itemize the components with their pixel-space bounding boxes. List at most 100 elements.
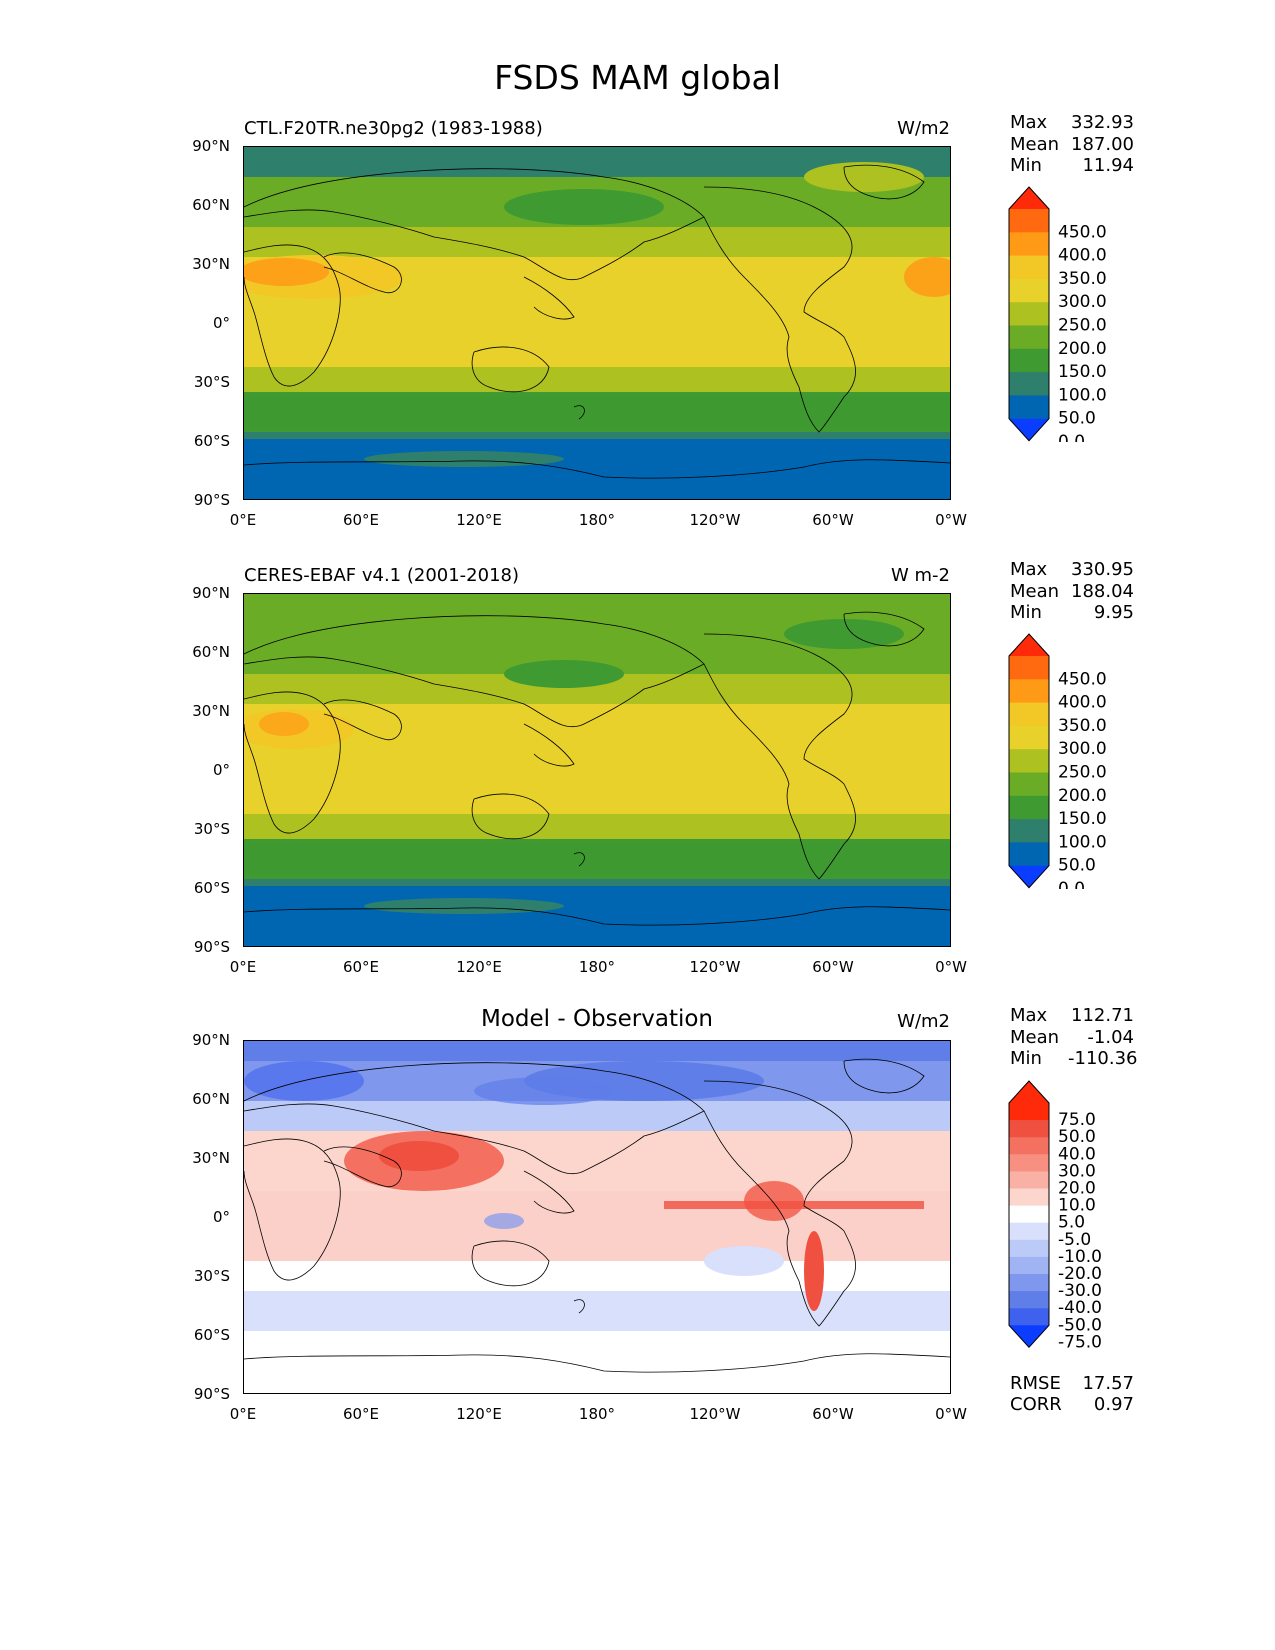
xtick-label: 120°E — [456, 511, 502, 529]
colorbar-tick-label: 50.0 — [1058, 1127, 1096, 1147]
colorbar-tick-label: -5.0 — [1058, 1230, 1091, 1250]
ytick-label: 30°N — [192, 255, 230, 273]
colorbar-tick-label: 0.0 — [1058, 879, 1085, 889]
stat-min-label: Min — [1010, 1048, 1042, 1069]
xtick-label: 0°W — [935, 1405, 967, 1423]
colorbar-tick-label: 250.0 — [1058, 316, 1107, 336]
xtick-label: 60°E — [342, 958, 380, 976]
ytick-label: 90°N — [192, 137, 230, 155]
stat-max-label: Max — [1010, 559, 1048, 580]
colorbar-svg: 75.050.040.030.020.010.05.0-5.0-10.0-20.… — [1008, 1080, 1102, 1352]
stat-mean-value: -1.04 — [1087, 1026, 1134, 1048]
colorbar-band — [1009, 679, 1049, 704]
ytick-label: 30°N — [192, 1149, 230, 1167]
xtick-label: 120°W — [689, 511, 741, 529]
colorbar-tick-label: 50.0 — [1058, 409, 1096, 429]
ytick-label: 0° — [212, 1208, 230, 1226]
figure-title: FSDS MAM global — [494, 58, 781, 97]
ytick-label: 60°N — [192, 1090, 230, 1108]
colorbar-band — [1009, 749, 1049, 773]
colorbar-band — [1009, 1308, 1049, 1326]
xtick-label: 0°E — [229, 958, 257, 976]
colorbar-band — [1009, 1171, 1049, 1189]
corr-value: 0.97 — [1093, 1394, 1134, 1415]
panel-title-center: Model - Observation — [480, 1006, 714, 1032]
ytick-label: 90°N — [192, 1031, 230, 1049]
colorbar-tick-label: -50.0 — [1058, 1315, 1102, 1335]
colorbar-tick-label: -40.0 — [1058, 1298, 1102, 1318]
corr-label: CORR — [1010, 1394, 1062, 1415]
xtick-label: 60°W — [812, 958, 854, 976]
colorbar-extend-top — [1009, 634, 1049, 656]
xtick-label: 180° — [578, 1405, 616, 1423]
xtick-label: 60°E — [342, 511, 380, 529]
colorbar-band — [1009, 325, 1049, 350]
colorbar-tick-label: 450.0 — [1058, 669, 1107, 689]
stats-block: Max 332.93 Mean 187.00 Min 11.94 — [1010, 112, 1134, 177]
ytick-label: 30°S — [193, 373, 230, 391]
ytick-label: 60°S — [193, 1326, 230, 1344]
ytick-label: 90°N — [192, 584, 230, 602]
stat-mean-label: Mean — [1010, 133, 1060, 155]
colorbar-tick-label: 10.0 — [1058, 1196, 1096, 1216]
colorbar-band — [1009, 1291, 1049, 1309]
colorbar-tick-label: -75.0 — [1058, 1332, 1102, 1348]
colorbar-band — [1009, 232, 1049, 257]
colorbar-band — [1009, 209, 1049, 233]
ytick-label: 30°S — [193, 1267, 230, 1285]
colorbar-tick-label: 150.0 — [1058, 362, 1107, 382]
colorbar-band — [1009, 1137, 1049, 1155]
colorbar-tick-label: 100.0 — [1058, 385, 1107, 405]
colorbar: 450.0 400.0 350.0 300.0 250.0 200.0 150.0 100.0… — [1008, 633, 1138, 899]
colorbar-tick-label: 200.0 — [1058, 786, 1107, 806]
ytick-label: 90°S — [193, 1385, 230, 1403]
xtick-label: 120°E — [456, 958, 502, 976]
stat-min-label: Min — [1010, 602, 1042, 623]
ytick-label: 60°S — [193, 879, 230, 897]
colorbar-extend-top — [1009, 1081, 1049, 1103]
colorbar-tick-label: 400.0 — [1058, 693, 1107, 713]
panel-title-left: CTL.F20TR.ne30pg2 (1983-1988) — [244, 118, 543, 139]
ytick-label: 60°S — [193, 432, 230, 450]
xtick-label: 60°E — [342, 1405, 380, 1423]
xtick-label: 180° — [578, 511, 616, 529]
colorbar: 450.0 400.0 350.0 300.0 250.0 200.0 150.0 100.0… — [1008, 186, 1138, 452]
map-model-field — [243, 146, 951, 500]
stat-min-label: Min — [1010, 155, 1042, 176]
colorbar-band — [1009, 1120, 1049, 1138]
colorbar-tick-label: 30.0 — [1058, 1161, 1096, 1181]
colorbar-band — [1009, 725, 1049, 750]
colorbar-svg: 450.0 400.0 350.0 300.0 250.0 200.0 150.0 100.0… — [1008, 186, 1107, 452]
map-difference-field — [243, 1040, 951, 1394]
map-observation-field — [243, 593, 951, 947]
colorbar-band — [1009, 702, 1049, 727]
panel-title-left: CERES-EBAF v4.1 (2001-2018) — [244, 565, 520, 586]
stat-mean-label: Mean — [1010, 1026, 1060, 1048]
colorbar-tick-label: 5.0 — [1058, 1213, 1085, 1233]
colorbar-band — [1009, 372, 1049, 396]
colorbar-band — [1009, 1274, 1049, 1292]
colorbar-band — [1009, 842, 1049, 867]
stat-min-value: 11.94 — [1082, 155, 1134, 176]
xtick-label: 0°E — [229, 511, 257, 529]
colorbar-tick-label: 300.0 — [1058, 739, 1107, 759]
colorbar-tick-label: 200.0 — [1058, 339, 1107, 359]
ytick-label: 60°N — [192, 643, 230, 661]
stat-min-value: -110.36 — [1068, 1048, 1138, 1069]
colorbar-band — [1009, 302, 1049, 326]
colorbar-tick-label: -20.0 — [1058, 1264, 1102, 1284]
colorbar-svg: 450.0 400.0 350.0 300.0 250.0 200.0 150.0 100.0… — [1008, 633, 1107, 899]
rmse-label: RMSE — [1010, 1373, 1061, 1394]
stat-mean-label: Mean — [1010, 580, 1060, 602]
stat-max-label: Max — [1010, 1005, 1048, 1026]
colorbar-band — [1009, 1188, 1049, 1207]
colorbar-band — [1009, 1154, 1049, 1172]
stat-max-label: Max — [1010, 112, 1048, 133]
xtick-label: 180° — [578, 958, 616, 976]
ytick-label: 90°S — [193, 491, 230, 509]
colorbar-band — [1009, 1222, 1049, 1241]
ytick-label: 0° — [212, 314, 230, 332]
ytick-label: 0° — [212, 761, 230, 779]
ytick-label: 30°N — [192, 702, 230, 720]
colorbar-extend-bottom — [1009, 1325, 1049, 1348]
